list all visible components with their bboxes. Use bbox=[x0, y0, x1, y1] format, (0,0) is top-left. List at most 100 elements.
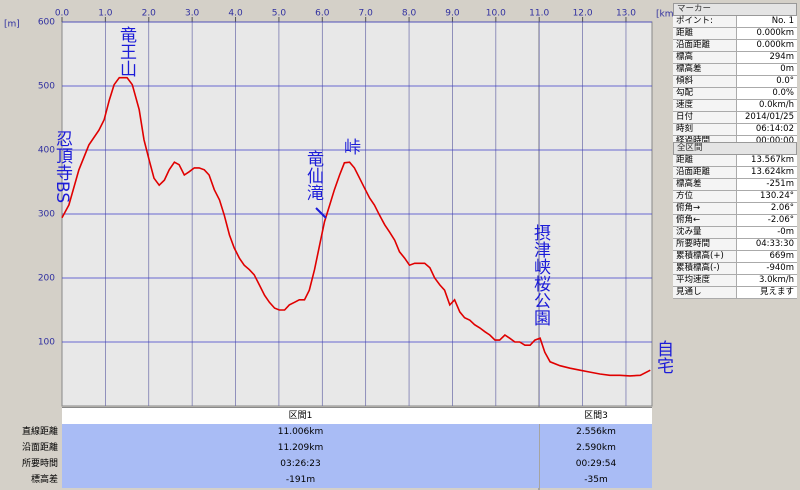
row-value: 04:33:30 bbox=[755, 239, 794, 249]
row-value: 0.0km/h bbox=[759, 100, 794, 110]
row-label: 勾配 bbox=[673, 88, 737, 99]
row-value: 03:26:23 bbox=[62, 456, 539, 472]
panel-row: 沿面距離 0.000km bbox=[673, 40, 797, 52]
x-unit: [km] bbox=[656, 10, 677, 20]
panel-title: 全区間 bbox=[673, 142, 797, 155]
annotation: 峠 bbox=[340, 138, 360, 155]
row-label: 平均速度 bbox=[673, 275, 737, 286]
total-panel: 全区間 距離 13.567km 沿面距離 13.624km 標高差 -251m 方位 130.… bbox=[673, 142, 797, 299]
section-row: 所要時間 03:26:23 00:29:54 bbox=[0, 456, 652, 472]
x-tick-label: 10.0 bbox=[486, 9, 506, 19]
x-tick-label: 0.0 bbox=[55, 9, 70, 19]
section-table: 区間1 区間3 直線距離 11.006km 2.556km 沿面距離 11.209km 2.5… bbox=[0, 407, 652, 490]
section-header: 区間1 区間3 bbox=[62, 407, 652, 424]
x-tick-label: 9.0 bbox=[445, 9, 460, 19]
x-tick-label: 12.0 bbox=[573, 9, 593, 19]
x-tick-label: 1.0 bbox=[98, 9, 113, 19]
row-value: 0.0% bbox=[772, 88, 794, 98]
elevation-line bbox=[61, 76, 651, 377]
panel-row: 距離 13.567km bbox=[673, 155, 797, 167]
row-label: 累積標高(-) bbox=[673, 263, 737, 274]
row-label: 沿面距離 bbox=[673, 167, 737, 178]
section-row: 直線距離 11.006km 2.556km bbox=[0, 424, 652, 440]
row-value: 2.06° bbox=[770, 203, 794, 213]
y-tick-label: 100 bbox=[38, 338, 55, 348]
row-label: 俯角→ bbox=[673, 203, 737, 214]
panel-row: 標高差 -251m bbox=[673, 179, 797, 191]
annotation: 摂津峡桜公園 bbox=[530, 224, 550, 326]
row-label: 直線距離 bbox=[0, 424, 62, 440]
row-value: 2.556km bbox=[540, 424, 652, 440]
y-tick-label: 500 bbox=[38, 82, 55, 92]
panel-row: 標高差 0m bbox=[673, 64, 797, 76]
row-value: 0.000km bbox=[756, 40, 794, 50]
row-label: 所要時間 bbox=[0, 456, 62, 472]
panel-row: 累積標高(+) 669m bbox=[673, 251, 797, 263]
row-value: -251m bbox=[766, 179, 794, 189]
row-label: 沿面距離 bbox=[0, 440, 62, 456]
annotation: 自宅 bbox=[653, 340, 673, 374]
row-value: No. 1 bbox=[771, 16, 794, 26]
section-row: 沿面距離 11.209km 2.590km bbox=[0, 440, 652, 456]
panel-row: 沿面距離 13.624km bbox=[673, 167, 797, 179]
row-label: 距離 bbox=[673, 155, 737, 166]
panel-title: マーカー bbox=[673, 3, 797, 16]
x-tick-label: 8.0 bbox=[402, 9, 417, 19]
row-value: 294m bbox=[769, 52, 794, 62]
row-label: 標高 bbox=[673, 52, 737, 63]
panel-row: 方位 130.24° bbox=[673, 191, 797, 203]
y-tick-label: 400 bbox=[38, 146, 55, 156]
row-label: 見通し bbox=[673, 287, 737, 298]
row-label: 時刻 bbox=[673, 124, 737, 135]
row-label: 沈み量 bbox=[673, 227, 737, 238]
row-label: 累積標高(+) bbox=[673, 251, 737, 262]
row-label: 沿面距離 bbox=[673, 40, 737, 51]
annotation: 忍頂寺BS bbox=[52, 130, 72, 204]
row-value: -191m bbox=[62, 472, 539, 488]
panel-row: 傾斜 0.0° bbox=[673, 76, 797, 88]
annotation: 竜王山 bbox=[116, 26, 136, 77]
row-value: 0.000km bbox=[756, 28, 794, 38]
row-value: 06:14:02 bbox=[755, 124, 794, 134]
row-value: -940m bbox=[766, 263, 794, 273]
row-label: 俯角← bbox=[673, 215, 737, 226]
panel-row: 沈み量 -0m bbox=[673, 227, 797, 239]
row-label: ポイント: bbox=[673, 16, 737, 27]
annotation: 竜仙滝 bbox=[303, 150, 323, 201]
marker-panel: マーカー ポイント: No. 1 距離 0.000km 沿面距離 0.000km 標高 294… bbox=[673, 3, 797, 148]
row-value: 00:29:54 bbox=[540, 456, 652, 472]
row-value: 13.624km bbox=[751, 167, 794, 177]
row-label: 経過時間 bbox=[673, 136, 737, 147]
panel-row: 時刻 06:14:02 bbox=[673, 124, 797, 136]
panel-row: 見通し 見えます bbox=[673, 287, 797, 299]
x-tick-label: 4.0 bbox=[228, 9, 243, 19]
panel-row: 日付 2014/01/25 bbox=[673, 112, 797, 124]
row-label: 標高差 bbox=[673, 179, 737, 190]
annotation-pointer bbox=[315, 207, 327, 219]
y-tick-label: 300 bbox=[38, 210, 55, 220]
row-value: 11.006km bbox=[62, 424, 539, 440]
row-value: 2.590km bbox=[540, 440, 652, 456]
row-value: 見えます bbox=[759, 287, 794, 297]
y-tick-label: 200 bbox=[38, 274, 55, 284]
panel-row: 速度 0.0km/h bbox=[673, 100, 797, 112]
y-tick-label: 600 bbox=[38, 18, 55, 28]
section-title: 区間1 bbox=[288, 411, 313, 421]
row-label: 所要時間 bbox=[673, 239, 737, 250]
row-label: 傾斜 bbox=[673, 76, 737, 87]
row-value: 13.567km bbox=[751, 155, 794, 165]
row-value: 130.24° bbox=[760, 191, 794, 201]
section-title: 区間3 bbox=[584, 411, 608, 421]
panel-row: 距離 0.000km bbox=[673, 28, 797, 40]
row-value: -35m bbox=[540, 472, 652, 488]
panel-row: 俯角← -2.06° bbox=[673, 215, 797, 227]
row-label: 方位 bbox=[673, 191, 737, 202]
panel-row: 平均速度 3.0km/h bbox=[673, 275, 797, 287]
row-label: 標高差 bbox=[673, 64, 737, 75]
row-value: 0m bbox=[780, 64, 794, 74]
panel-row: 標高 294m bbox=[673, 52, 797, 64]
y-unit: [m] bbox=[4, 20, 20, 30]
row-label: 距離 bbox=[673, 28, 737, 39]
row-value: 11.209km bbox=[62, 440, 539, 456]
